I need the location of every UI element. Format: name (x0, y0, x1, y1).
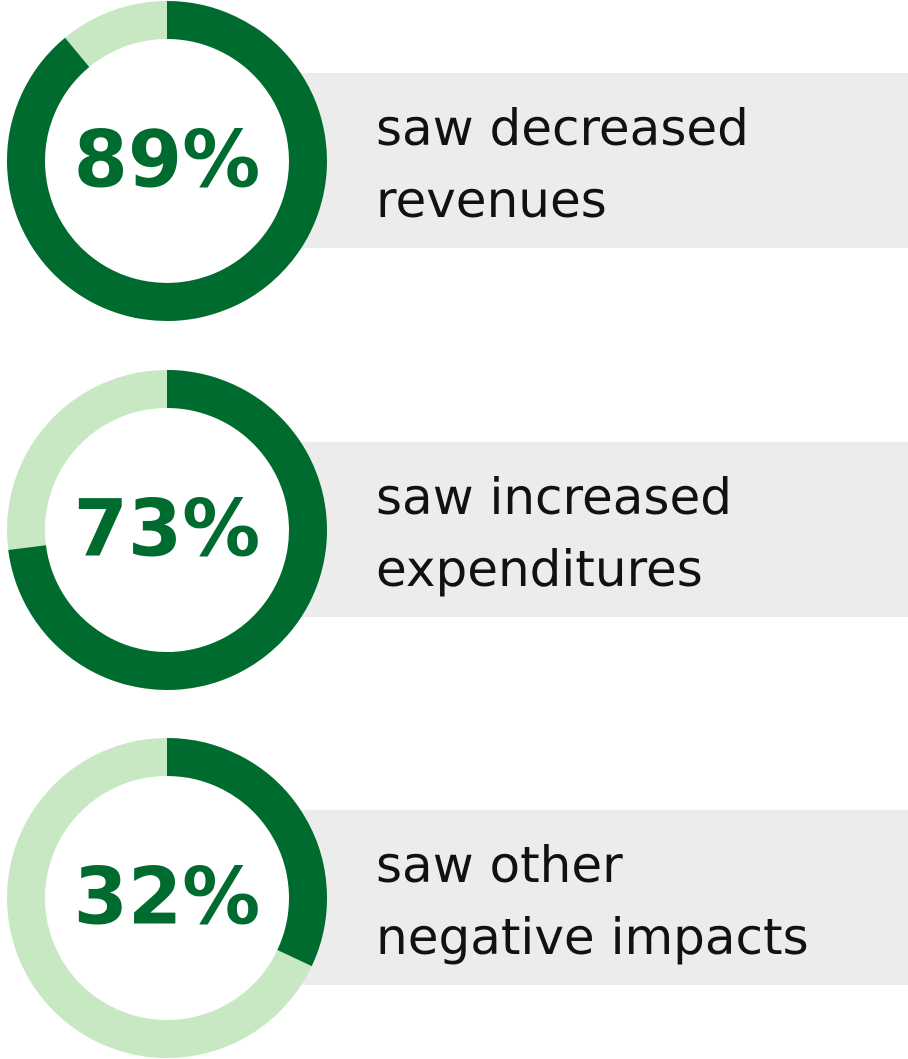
description-line: expenditures (376, 540, 703, 598)
donut-arc (166, 738, 327, 967)
description-line: negative impacts (376, 908, 809, 966)
description-line: saw decreased (376, 99, 749, 157)
percent-label: 32% (74, 852, 261, 942)
percent-label: 73% (74, 484, 261, 574)
donut-arc (8, 370, 327, 690)
label-box (300, 810, 908, 985)
description-line: saw other (376, 836, 623, 894)
description-line: saw increased (376, 468, 732, 526)
label-box (300, 73, 908, 248)
percent-label: 89% (74, 115, 261, 205)
description-line: revenues (376, 171, 607, 229)
donut-arc (7, 1, 327, 321)
label-box (300, 442, 908, 617)
